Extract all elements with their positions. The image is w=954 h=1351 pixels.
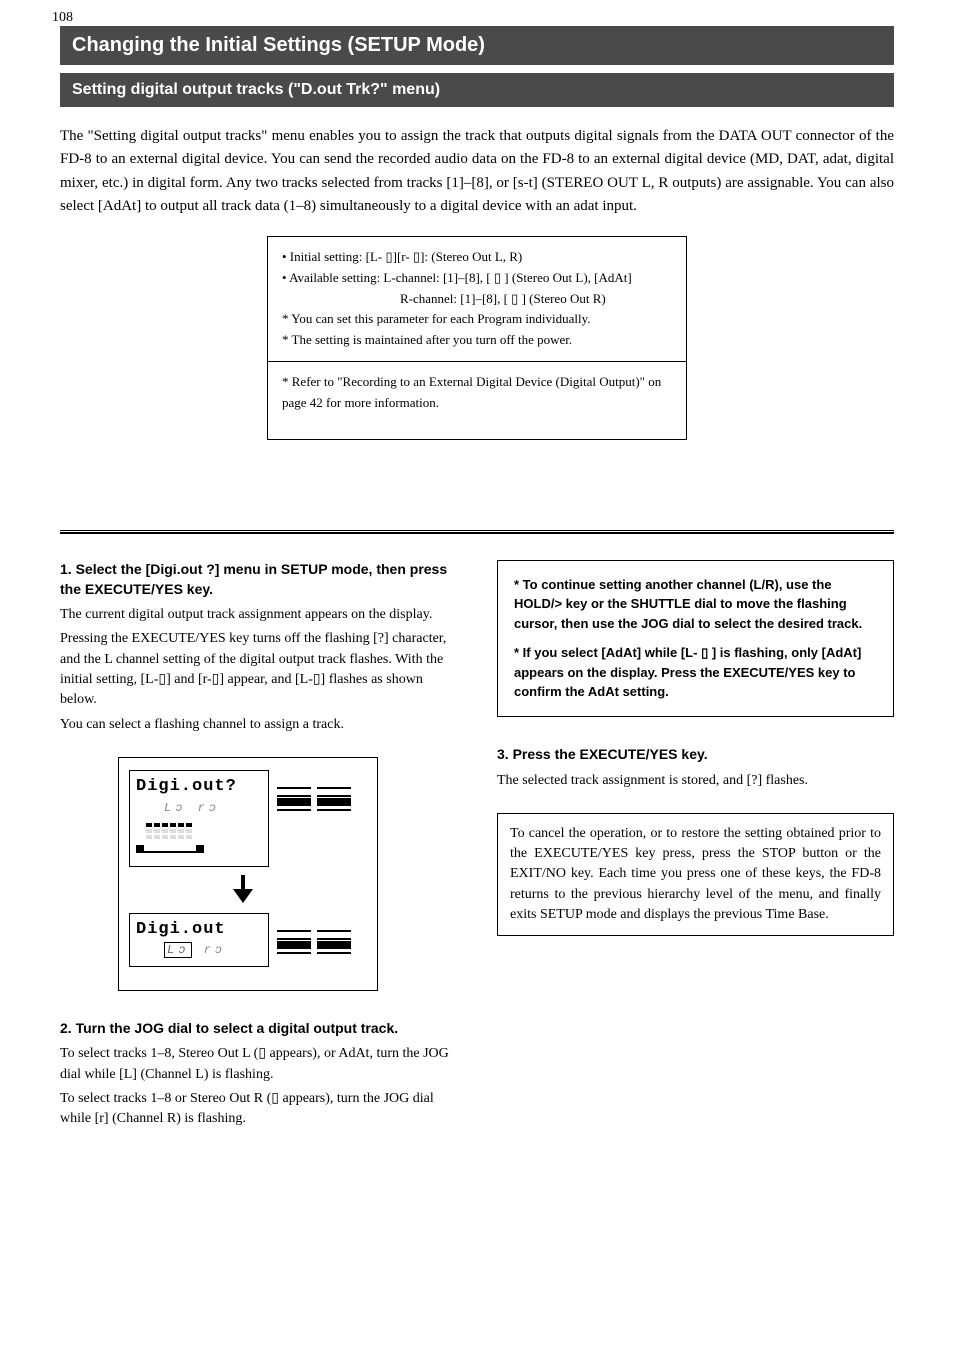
level-meter-1 bbox=[136, 823, 256, 853]
lcd-display-group: Digi.out? Lɔ rɔ bbox=[118, 757, 378, 991]
left-column: 1. Select the [Digi.out ?] menu in SETUP… bbox=[60, 560, 457, 1152]
aux-meter-1 bbox=[277, 784, 357, 825]
right-notebox: * To continue setting another channel (L… bbox=[497, 560, 894, 717]
section-divider bbox=[60, 530, 894, 534]
step2-head: 2. Turn the JOG dial to select a digital… bbox=[60, 1019, 457, 1039]
arrow-down-icon bbox=[173, 875, 313, 905]
page-number: 108 bbox=[52, 10, 894, 26]
intro-paragraph: The "Setting digital output tracks" menu… bbox=[60, 125, 894, 218]
aux-meter-2 bbox=[277, 927, 357, 968]
step3-head: 3. Press the EXECUTE/YES key. bbox=[497, 745, 894, 765]
header-main: Changing the Initial Settings (SETUP Mod… bbox=[60, 26, 894, 65]
step1-head: 1. Select the [Digi.out ?] menu in SETUP… bbox=[60, 560, 457, 599]
lcd-block-2: Digi.out Lɔ rɔ bbox=[129, 913, 269, 967]
step1-body: The current digital output track assignm… bbox=[60, 605, 457, 735]
step2-body: To select tracks 1–8, Stereo Out L (▯ ap… bbox=[60, 1044, 457, 1129]
right-column: * To continue setting another channel (L… bbox=[497, 560, 894, 1152]
header-sub: Setting digital output tracks ("D.out Tr… bbox=[60, 73, 894, 107]
constraints-table: • Initial setting: [L- ▯][r- ▯]: (Stereo… bbox=[267, 236, 687, 440]
constraints-row1: • Initial setting: [L- ▯][r- ▯]: (Stereo… bbox=[268, 237, 687, 362]
lcd-block-1: Digi.out? Lɔ rɔ bbox=[129, 770, 269, 867]
cancel-notebox: To cancel the operation, or to restore t… bbox=[497, 813, 894, 936]
constraints-row2: * Refer to "Recording to an External Dig… bbox=[268, 361, 687, 439]
step3-body: The selected track assignment is stored,… bbox=[497, 771, 894, 791]
